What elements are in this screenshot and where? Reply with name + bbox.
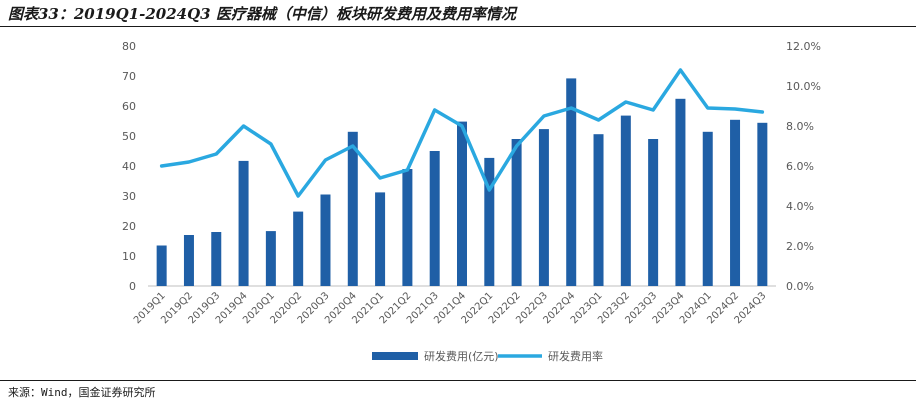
left-tick-label: 10 bbox=[122, 250, 136, 263]
legend-bar-label: 研发费用(亿元) bbox=[424, 349, 499, 363]
left-tick-label: 80 bbox=[122, 40, 136, 53]
bar bbox=[375, 192, 386, 286]
left-tick-label: 0 bbox=[129, 280, 136, 293]
bar bbox=[620, 115, 631, 286]
bar bbox=[511, 139, 522, 286]
source-note: 来源：Wind，国金证券研究所 bbox=[8, 386, 156, 399]
x-axis-labels: 2019Q12019Q22019Q32019Q42020Q12020Q22020… bbox=[132, 290, 769, 326]
bar bbox=[675, 98, 686, 286]
left-tick-label: 30 bbox=[122, 190, 136, 203]
rate-line bbox=[159, 68, 765, 198]
bar bbox=[156, 245, 167, 286]
legend-line-label: 研发费用率 bbox=[548, 349, 603, 363]
bar bbox=[347, 131, 358, 286]
bar bbox=[538, 129, 549, 286]
bar bbox=[730, 119, 741, 286]
right-tick-label: 2.0% bbox=[786, 240, 814, 253]
left-tick-label: 20 bbox=[122, 220, 136, 233]
left-axis-ticks: 0 10 20 30 40 50 60 70 80 bbox=[122, 40, 136, 293]
line-series bbox=[159, 68, 765, 198]
bar bbox=[293, 211, 304, 286]
bar bbox=[320, 194, 331, 286]
bar bbox=[457, 121, 467, 286]
bar bbox=[429, 151, 440, 286]
right-tick-label: 8.0% bbox=[786, 120, 814, 133]
combo-chart: 0 10 20 30 40 50 60 70 80 0.0% 2.0% 4.0% 6.0% 8.0% 10… bbox=[122, 40, 821, 363]
right-tick-label: 0.0% bbox=[786, 280, 814, 293]
bar bbox=[702, 131, 713, 286]
bar-series bbox=[156, 78, 768, 287]
right-tick-label: 12.0% bbox=[786, 40, 821, 53]
bar bbox=[648, 139, 659, 286]
bar bbox=[238, 160, 249, 286]
chart-title: 图表33：2019Q1-2024Q3 医疗器械（中信）板块研发费用及费用率情况 bbox=[8, 5, 516, 23]
left-tick-label: 70 bbox=[122, 70, 136, 83]
bar bbox=[566, 78, 577, 287]
bar bbox=[211, 232, 222, 286]
bar bbox=[757, 122, 768, 286]
title-bar: 图表33：2019Q1-2024Q3 医疗器械（中信）板块研发费用及费用率情况 bbox=[0, 0, 916, 27]
left-tick-label: 60 bbox=[122, 100, 136, 113]
source-bar: 来源：Wind，国金证券研究所 bbox=[0, 380, 916, 402]
legend: 研发费用(亿元) 研发费用率 bbox=[372, 349, 603, 363]
bar bbox=[484, 157, 495, 286]
left-tick-label: 40 bbox=[122, 160, 136, 173]
bar bbox=[402, 169, 413, 286]
right-tick-label: 10.0% bbox=[786, 80, 821, 93]
bar bbox=[183, 235, 194, 286]
right-axis-ticks: 0.0% 2.0% 4.0% 6.0% 8.0% 10.0% 12.0% bbox=[786, 40, 821, 293]
bar bbox=[593, 134, 604, 286]
bar bbox=[265, 231, 276, 286]
legend-bar-swatch bbox=[372, 352, 418, 360]
right-tick-label: 4.0% bbox=[786, 200, 814, 213]
right-tick-label: 6.0% bbox=[786, 160, 814, 173]
left-tick-label: 50 bbox=[122, 130, 136, 143]
